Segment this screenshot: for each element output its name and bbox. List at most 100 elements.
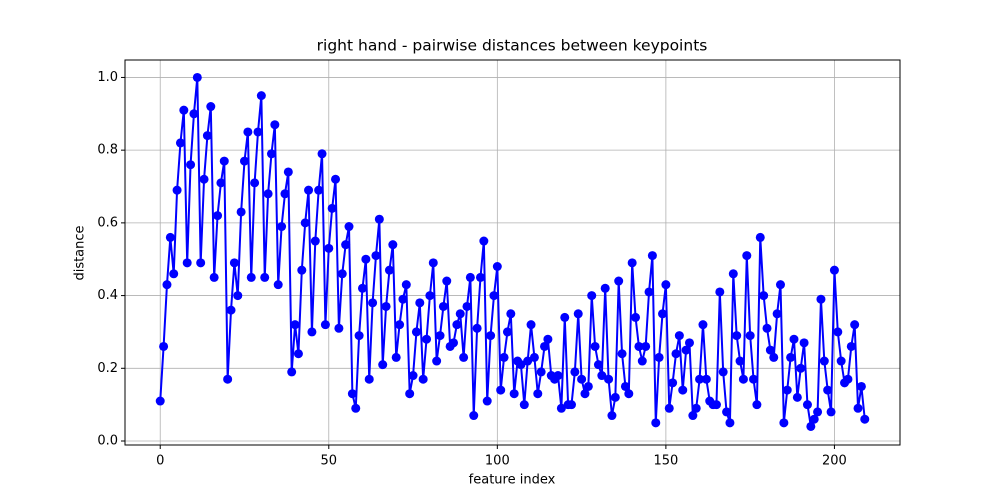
data-point (155, 396, 165, 406)
data-point (374, 214, 384, 224)
y-tick-label: 1.0 (97, 70, 118, 85)
data-point (826, 407, 836, 417)
data-point (314, 185, 324, 195)
data-point (816, 294, 826, 304)
data-point (199, 174, 209, 184)
data-point (304, 185, 314, 195)
data-point (829, 265, 839, 275)
data-point (701, 374, 711, 384)
x-tick-label: 200 (822, 454, 847, 469)
data-point (725, 418, 735, 428)
data-point (813, 407, 823, 417)
data-point (533, 389, 543, 399)
data-point (846, 341, 856, 351)
data-point (469, 411, 479, 421)
data-point (523, 356, 533, 366)
y-tick-label: 0.2 (97, 361, 118, 376)
data-point (644, 287, 654, 297)
data-point (395, 320, 405, 330)
data-point (216, 178, 226, 188)
data-point (688, 411, 698, 421)
data-point (347, 389, 357, 399)
data-point (661, 280, 671, 290)
data-point (246, 272, 256, 282)
y-tick-label: 0.8 (97, 143, 118, 158)
data-point (738, 374, 748, 384)
data-point (681, 345, 691, 355)
data-point (772, 309, 782, 319)
data-point (391, 352, 401, 362)
data-point (189, 109, 199, 119)
data-point (496, 385, 506, 395)
data-point (684, 338, 694, 348)
data-point (715, 287, 725, 297)
data-point (856, 381, 866, 391)
data-point (266, 149, 276, 159)
data-point (256, 91, 266, 101)
x-tick-label: 100 (485, 454, 510, 469)
data-point (438, 301, 448, 311)
data-point (711, 400, 721, 410)
data-point (388, 240, 398, 250)
data-point (422, 334, 432, 344)
data-point (486, 331, 496, 341)
data-point (607, 411, 617, 421)
data-point (529, 352, 539, 362)
data-point (658, 309, 668, 319)
data-point (260, 272, 270, 282)
data-point (408, 371, 418, 381)
data-point (566, 400, 576, 410)
data-point (543, 334, 553, 344)
data-point (236, 207, 246, 217)
data-point (341, 240, 351, 250)
data-point (442, 276, 452, 286)
y-tick-label: 0.6 (97, 215, 118, 230)
data-point (556, 403, 566, 413)
data-point (202, 131, 212, 141)
data-point (196, 258, 206, 268)
data-point (172, 185, 182, 195)
data-point (240, 156, 250, 166)
chart-title: right hand - pairwise distances between … (317, 37, 708, 55)
data-point (853, 403, 863, 413)
data-point (378, 360, 388, 370)
data-point (654, 352, 664, 362)
data-point (691, 403, 701, 413)
data-point (610, 392, 620, 402)
data-point (317, 149, 327, 159)
data-point (327, 203, 337, 213)
plot-frame (124, 59, 901, 446)
data-point (742, 251, 752, 261)
data-point (300, 218, 310, 228)
data-point (364, 374, 374, 384)
data-point (425, 291, 435, 301)
data-point (179, 105, 189, 115)
data-point (293, 349, 303, 359)
data-point (219, 156, 229, 166)
data-point (799, 338, 809, 348)
data-point (182, 258, 192, 268)
data-point (411, 327, 421, 337)
data-point (779, 418, 789, 428)
data-point (641, 341, 651, 351)
data-point (745, 331, 755, 341)
data-point (587, 291, 597, 301)
y-tick-label: 0.4 (97, 288, 118, 303)
data-point (614, 276, 624, 286)
data-point (280, 189, 290, 199)
data-point (492, 261, 502, 271)
data-point (786, 352, 796, 362)
data-point (229, 258, 239, 268)
data-point (775, 280, 785, 290)
data-point (732, 331, 742, 341)
data-point (273, 280, 283, 290)
data-point (577, 374, 587, 384)
data-point (833, 327, 843, 337)
data-point (455, 309, 465, 319)
data-point (728, 269, 738, 279)
data-point (263, 189, 273, 199)
data-point (570, 367, 580, 377)
data-point (415, 298, 425, 308)
